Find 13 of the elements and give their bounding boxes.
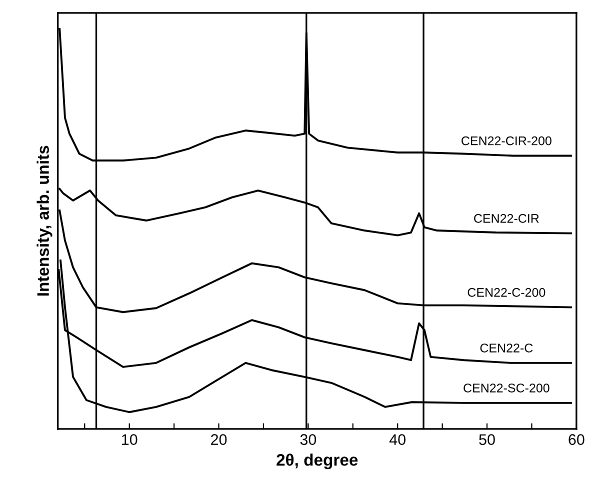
series-label: CEN22-C <box>480 344 533 352</box>
x-tick-label: 50 <box>479 434 495 445</box>
series-label: CEN22-SC-200 <box>464 384 550 392</box>
series-label: CEN22-CIR <box>474 214 539 223</box>
x-tick-label: 20 <box>211 434 227 445</box>
series-label: CEN22-C-200 <box>468 288 546 297</box>
x-tick-label: 10 <box>122 434 138 445</box>
series-label: CEN22-CIR-200 <box>462 136 552 146</box>
x-axis-title: 2θ, degree <box>276 454 358 470</box>
x-tick-label: 40 <box>389 434 406 445</box>
x-tick-label: 60 <box>568 434 584 445</box>
x-tick-label: 30 <box>300 434 316 445</box>
y-axis-title: Intensity, arb. units <box>36 146 52 296</box>
